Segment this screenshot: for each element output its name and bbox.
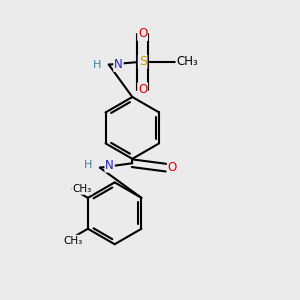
Text: S: S (139, 55, 147, 68)
Text: CH₃: CH₃ (63, 236, 82, 245)
Text: CH₃: CH₃ (73, 184, 92, 194)
Text: H: H (93, 60, 101, 70)
Text: H: H (84, 160, 93, 170)
Text: O: O (138, 27, 147, 40)
Text: N: N (114, 58, 123, 71)
Text: O: O (138, 83, 147, 96)
Text: N: N (105, 159, 114, 172)
Text: CH₃: CH₃ (176, 55, 198, 68)
Text: O: O (168, 161, 177, 174)
